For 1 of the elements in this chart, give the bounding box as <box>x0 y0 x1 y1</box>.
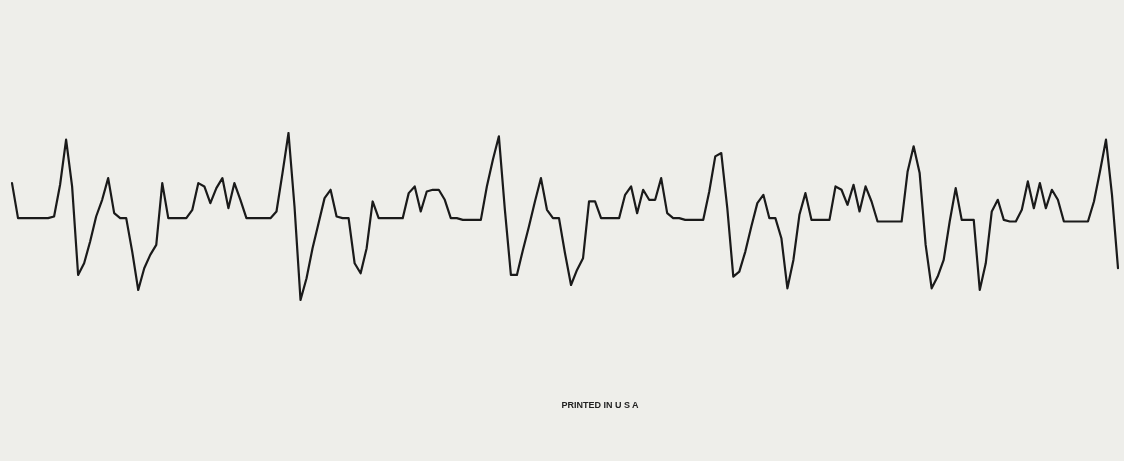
text: PRINTED IN U S A <box>561 400 640 411</box>
